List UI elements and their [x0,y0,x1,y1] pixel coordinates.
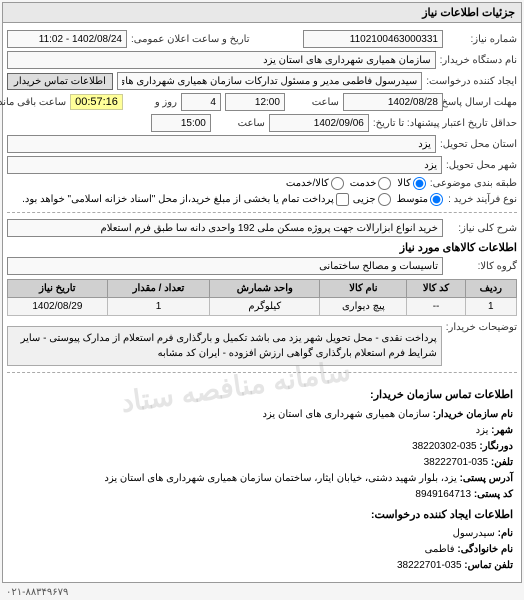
field-city [7,156,442,174]
cell-qty: 1 [107,298,210,316]
process-radio-minor[interactable]: جزیی [353,193,391,206]
label-contact-city: شهر: [491,425,513,436]
field-validity-date [269,114,369,132]
buyer-contact-button[interactable]: اطلاعات تماس خریدار [7,73,113,90]
label-goods-group: گروه کالا: [447,261,517,272]
label-announce-dt: تاریخ و ساعت اعلان عمومی: [131,34,250,45]
row-buyer: نام دستگاه خریدار: [7,51,517,69]
row-budget: طبقه بندی موضوعی: کالا خدمت کالا/خدمت [7,177,517,190]
goods-section-title: اطلاعات کالاهای مورد نیاز [7,241,517,254]
label-requester: ایجاد کننده درخواست: [426,76,517,87]
th-row: ردیف [465,280,516,298]
label-time1: ساعت [289,97,339,108]
budget-radio-goods[interactable]: کالا [397,177,426,190]
budget-radio-both[interactable]: کالا/خدمت [286,177,344,190]
label-province: استان محل تحویل: [440,139,517,150]
footer-phone: ۰۲۱-۸۸۳۴۹۶۷۹ [0,585,524,600]
separator-1 [7,212,517,213]
buyer-desc-box: پرداخت نقدی - محل تحویل شهر یزد می باشد … [7,326,442,366]
row-requester: ایجاد کننده درخواست: اطلاعات تماس خریدار [7,72,517,90]
contact-section-title: اطلاعات تماس سازمان خریدار: [11,387,513,405]
th-date: تاریخ نیاز [8,280,108,298]
th-code: کد کالا [407,280,465,298]
field-goods-group [7,257,443,275]
val-req-name: سیدرسول [453,528,495,539]
val-req-tel: 035-38222701 [397,560,462,571]
row-req-no: شماره نیاز: تاریخ و ساعت اعلان عمومی: [7,30,517,48]
label-need-title: شرح کلی نیاز: [447,223,517,234]
label-addr: آدرس پستی: [460,473,513,484]
label-deadline: مهلت ارسال پاسخ: تا [447,97,517,108]
val-postal: 8949164713 [415,489,471,500]
payment-checkbox[interactable]: پرداخت تمام یا بخشی از مبلغ خرید،از محل … [22,193,349,206]
field-req-no [303,30,443,48]
label-req-family: نام خانوادگی: [457,544,513,555]
row-goods-group: گروه کالا: [7,257,517,275]
label-postal: کد پستی: [474,489,513,500]
time-remaining: 00:57:16 [70,94,123,110]
row-process: نوع فرآیند خرید : متوسط جزیی پرداخت تمام… [7,193,517,206]
budget-radio-service[interactable]: خدمت [350,177,392,190]
panel-title: جزئیات اطلاعات نیاز [3,3,521,23]
val-org-name: سازمان همیاری شهرداری های استان یزد [262,409,430,420]
label-remain: ساعت باقی مانده [7,97,66,108]
val-contact-city: یزد [476,425,489,436]
val-fax: 035-38220302 [412,441,477,452]
val-req-family: فاطمی [425,544,455,555]
cell-unit: کیلوگرم [210,298,320,316]
row-validity: حداقل تاریخ اعتبار پیشنهاد: تا تاریخ: سا… [7,114,517,132]
table-row: 1 -- پیچ دیواری کیلوگرم 1 1402/08/29 [8,298,517,316]
row-need-title: شرح کلی نیاز: [7,219,517,237]
th-name: نام کالا [320,280,407,298]
label-req-no: شماره نیاز: [447,34,517,45]
field-announce-dt [7,30,127,48]
label-day: روز و [127,97,177,108]
cell-code: -- [407,298,465,316]
row-buyer-desc: توضیحات خریدار: پرداخت نقدی - محل تحویل … [7,322,517,366]
field-deadline-time [225,93,285,111]
field-need-title [7,219,443,237]
row-deadline: مهلت ارسال پاسخ: تا ساعت روز و 00:57:16 … [7,93,517,111]
label-tel: تلفن: [491,457,513,468]
label-process: نوع فرآیند خرید : [447,194,517,205]
label-org-name: نام سازمان خریدار: [433,409,513,420]
goods-table: ردیف کد کالا نام کالا واحد شمارش تعداد /… [7,279,517,316]
req-creator-section-title: اطلاعات ایجاد کننده درخواست: [11,507,513,525]
table-header-row: ردیف کد کالا نام کالا واحد شمارش تعداد /… [8,280,517,298]
label-validity: حداقل تاریخ اعتبار پیشنهاد: تا تاریخ: [373,118,517,129]
th-unit: واحد شمارش [210,280,320,298]
budget-radio-group: کالا خدمت کالا/خدمت [286,177,426,190]
field-validity-time [151,114,211,132]
val-addr: یزد، بلوار شهید دشتی، خیابان ایثار، ساخت… [104,473,456,484]
cell-date: 1402/08/29 [8,298,108,316]
field-deadline-date [343,93,443,111]
field-province [7,135,436,153]
detail-panel: جزئیات اطلاعات نیاز شماره نیاز: تاریخ و … [2,2,522,583]
form-area: شماره نیاز: تاریخ و ساعت اعلان عمومی: نا… [3,23,521,582]
field-requester [117,72,422,90]
label-time2: ساعت [215,118,265,129]
process-radio-group: متوسط جزیی [353,193,443,206]
label-buyer-desc: توضیحات خریدار: [446,322,517,333]
contact-block: اطلاعات تماس سازمان خریدار: نام سازمان خ… [7,379,517,578]
separator-2 [7,372,517,373]
field-days-remain [181,93,221,111]
label-req-name: نام: [498,528,513,539]
val-tel: 035-38222701 [424,457,489,468]
label-req-tel: تلفن تماس: [464,560,513,571]
row-city: شهر محل تحویل: [7,156,517,174]
label-city: شهر محل تحویل: [446,160,517,171]
field-buyer [7,51,436,69]
cell-name: پیچ دیواری [320,298,407,316]
label-buyer: نام دستگاه خریدار: [440,55,517,66]
process-radio-medium[interactable]: متوسط [397,193,443,206]
label-budget: طبقه بندی موضوعی: [430,178,517,189]
label-fax: دورنگار: [479,441,513,452]
th-qty: تعداد / مقدار [107,280,210,298]
row-province: استان محل تحویل: [7,135,517,153]
cell-row: 1 [465,298,516,316]
